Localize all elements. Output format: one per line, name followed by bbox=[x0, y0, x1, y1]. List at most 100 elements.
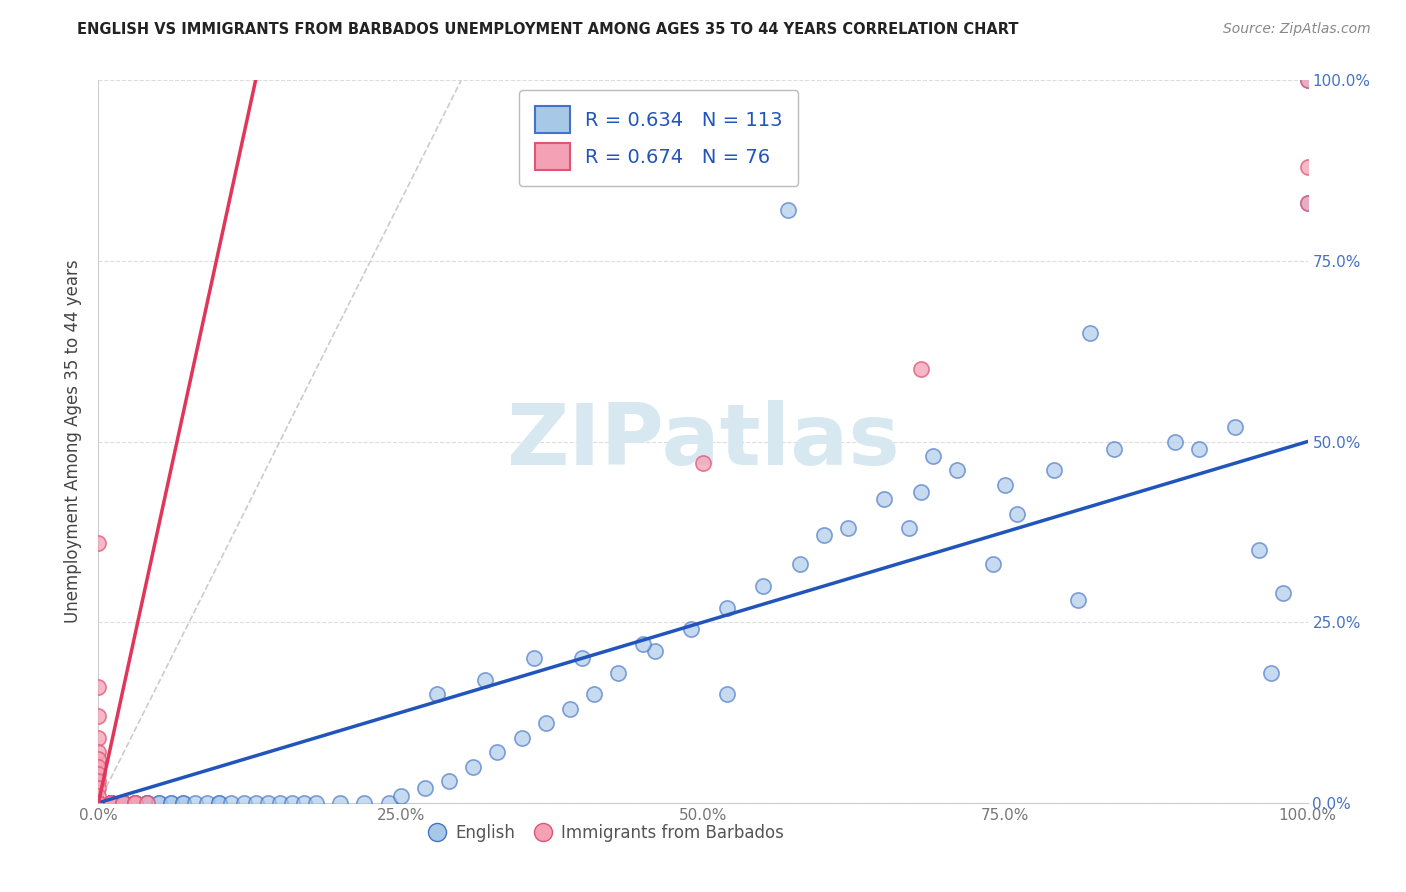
Text: ENGLISH VS IMMIGRANTS FROM BARBADOS UNEMPLOYMENT AMONG AGES 35 TO 44 YEARS CORRE: ENGLISH VS IMMIGRANTS FROM BARBADOS UNEM… bbox=[77, 22, 1019, 37]
Point bbox=[413, 781, 436, 796]
Point bbox=[87, 796, 110, 810]
Point bbox=[87, 796, 110, 810]
Point bbox=[87, 796, 110, 810]
Point bbox=[87, 796, 110, 810]
Point bbox=[1249, 542, 1271, 557]
Point bbox=[87, 796, 110, 810]
Point bbox=[87, 796, 110, 810]
Point bbox=[534, 716, 557, 731]
Point bbox=[100, 796, 122, 810]
Legend: English, Immigrants from Barbados: English, Immigrants from Barbados bbox=[422, 817, 792, 848]
Point bbox=[87, 796, 110, 810]
Point bbox=[269, 796, 291, 810]
Point bbox=[87, 789, 110, 803]
Point bbox=[87, 796, 110, 810]
Point bbox=[837, 521, 859, 535]
Point bbox=[87, 796, 110, 810]
Point bbox=[87, 796, 110, 810]
Point bbox=[87, 796, 110, 810]
Point bbox=[87, 796, 110, 810]
Point bbox=[716, 600, 738, 615]
Point bbox=[631, 637, 654, 651]
Point bbox=[111, 796, 134, 810]
Point bbox=[100, 796, 122, 810]
Point bbox=[87, 709, 110, 723]
Point bbox=[87, 796, 110, 810]
Point bbox=[87, 796, 110, 810]
Point bbox=[87, 796, 110, 810]
Point bbox=[1007, 507, 1029, 521]
Point bbox=[87, 796, 110, 810]
Point bbox=[87, 796, 110, 810]
Point bbox=[1272, 586, 1295, 600]
Point bbox=[87, 796, 110, 810]
Point bbox=[87, 796, 110, 810]
Point bbox=[87, 796, 110, 810]
Point bbox=[100, 796, 122, 810]
Point bbox=[87, 796, 110, 810]
Point bbox=[87, 796, 110, 810]
Point bbox=[873, 492, 896, 507]
Point bbox=[607, 665, 630, 680]
Point bbox=[329, 796, 352, 810]
Point bbox=[87, 796, 110, 810]
Point bbox=[87, 796, 110, 810]
Point bbox=[87, 796, 110, 810]
Point bbox=[1102, 442, 1125, 456]
Point bbox=[87, 796, 110, 810]
Point bbox=[87, 796, 110, 810]
Point bbox=[232, 796, 254, 810]
Point bbox=[87, 796, 110, 810]
Point bbox=[100, 796, 122, 810]
Point bbox=[558, 702, 581, 716]
Point bbox=[148, 796, 170, 810]
Point bbox=[1223, 420, 1246, 434]
Point bbox=[353, 796, 375, 810]
Point bbox=[1260, 665, 1282, 680]
Point bbox=[172, 796, 194, 810]
Point bbox=[100, 796, 122, 810]
Point bbox=[897, 521, 920, 535]
Point bbox=[87, 796, 110, 810]
Point bbox=[87, 796, 110, 810]
Point bbox=[87, 796, 110, 810]
Point bbox=[124, 796, 146, 810]
Point bbox=[87, 796, 110, 810]
Point bbox=[1296, 73, 1319, 87]
Point bbox=[87, 796, 110, 810]
Point bbox=[87, 796, 110, 810]
Point bbox=[87, 796, 110, 810]
Point bbox=[100, 796, 122, 810]
Point bbox=[87, 796, 110, 810]
Point bbox=[87, 796, 110, 810]
Point bbox=[124, 796, 146, 810]
Point bbox=[111, 796, 134, 810]
Point bbox=[87, 680, 110, 694]
Point bbox=[716, 687, 738, 701]
Point bbox=[463, 760, 485, 774]
Point bbox=[789, 558, 811, 572]
Point bbox=[87, 781, 110, 796]
Point bbox=[87, 796, 110, 810]
Point bbox=[135, 796, 157, 810]
Point bbox=[184, 796, 207, 810]
Point bbox=[87, 796, 110, 810]
Point bbox=[679, 623, 702, 637]
Point bbox=[160, 796, 183, 810]
Text: Source: ZipAtlas.com: Source: ZipAtlas.com bbox=[1223, 22, 1371, 37]
Point bbox=[111, 796, 134, 810]
Point bbox=[87, 796, 110, 810]
Point bbox=[87, 535, 110, 549]
Point bbox=[87, 796, 110, 810]
Point bbox=[208, 796, 231, 810]
Point bbox=[124, 796, 146, 810]
Point bbox=[87, 796, 110, 810]
Point bbox=[87, 796, 110, 810]
Point bbox=[87, 796, 110, 810]
Point bbox=[87, 796, 110, 810]
Point bbox=[87, 796, 110, 810]
Point bbox=[100, 796, 122, 810]
Point bbox=[87, 796, 110, 810]
Point bbox=[305, 796, 328, 810]
Point bbox=[752, 579, 775, 593]
